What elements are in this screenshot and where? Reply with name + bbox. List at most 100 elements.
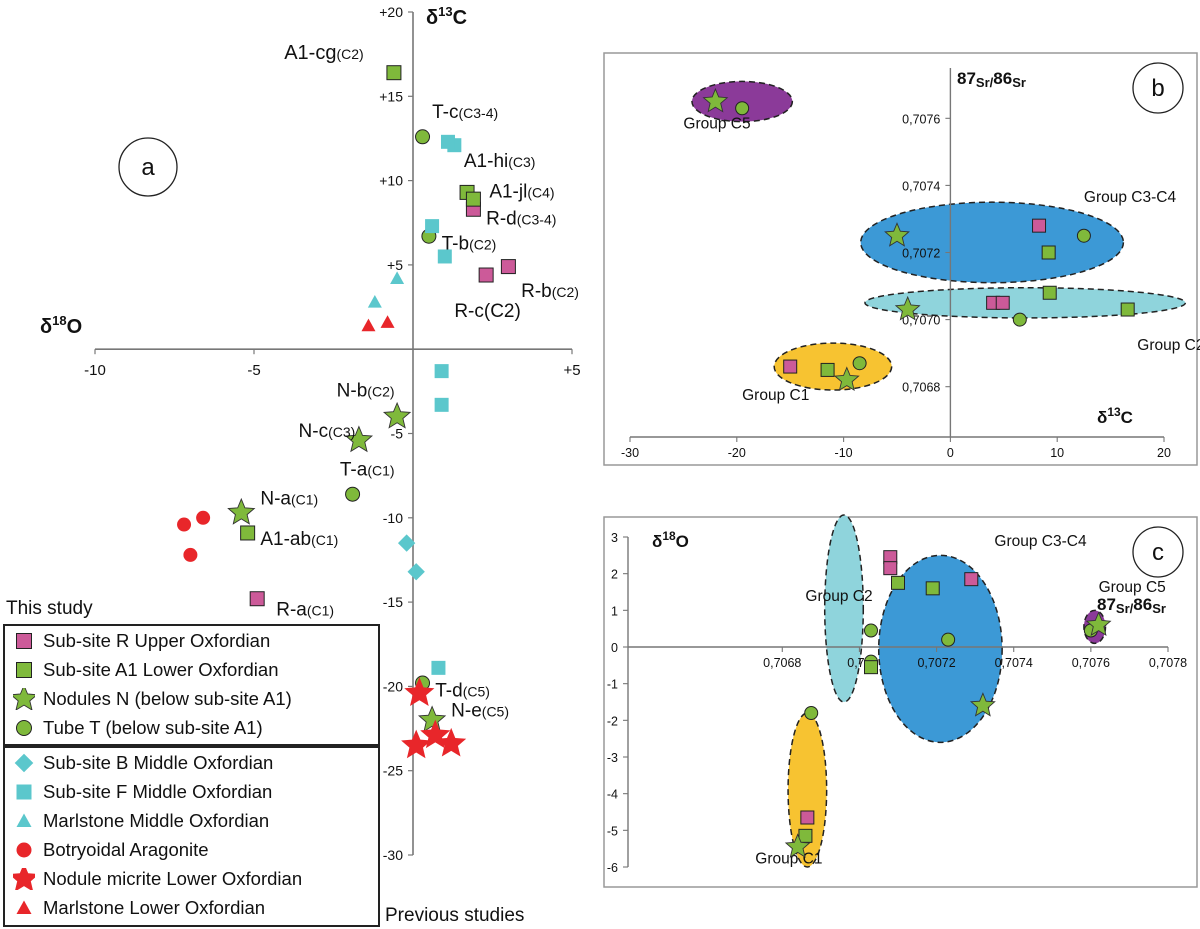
chart-a: -10 -5 +5 +20 +15 +10 +5 -5 -10 -15 -20 -25 -30 δ18O δ… — [40, 4, 581, 926]
point-a-BA — [183, 547, 198, 562]
x-tick-label-c: 0,7076 — [1072, 656, 1110, 670]
y-tick-label-a: -5 — [391, 426, 404, 442]
point-a-NM — [436, 727, 467, 757]
point-c — [798, 828, 813, 843]
y-tick-label-c: -1 — [607, 678, 618, 692]
y-tick-label-a: +5 — [387, 257, 403, 273]
previous-studies-label: Previous studies — [385, 905, 524, 926]
y-tick-label-a: -30 — [383, 847, 403, 863]
y-tick-label-a: +20 — [379, 4, 403, 20]
point-b — [852, 356, 867, 371]
x-tick-label-b: 20 — [1157, 446, 1171, 460]
point-label-a: N-c(C3) — [299, 421, 356, 442]
x-tick-label-a: -10 — [84, 362, 106, 379]
legend-swatch — [16, 719, 32, 736]
legend-item: Sub-site F Middle Oxfordian — [5, 777, 378, 806]
x-tick-label-a: -5 — [247, 362, 260, 379]
point-label-a: N-a(C1) — [260, 488, 318, 509]
point-c — [784, 833, 811, 858]
point-a-F — [434, 397, 449, 412]
x-tick-label-c: 0,7072 — [917, 656, 955, 670]
y-tick-label-c: 0 — [611, 641, 618, 655]
legend-swatch — [13, 687, 35, 710]
point-a-A1 — [465, 191, 481, 207]
legend-label: Sub-site B Middle Oxfordian — [43, 751, 274, 773]
legend-marker — [16, 900, 32, 914]
group-label-b: Group C5 — [683, 115, 750, 132]
point-b — [833, 366, 860, 391]
point-a-A1 — [240, 525, 256, 541]
y-tick-label-b: 0,7072 — [902, 247, 940, 261]
point-a-ML-L — [380, 315, 395, 328]
point-label-a: T-c(C3-4) — [432, 102, 498, 123]
x-axis-title-c: 87Sr/86Sr — [1097, 595, 1166, 616]
x-tick-label-b: -10 — [835, 446, 853, 460]
legend-previous-studies: Sub-site B Middle Oxfordian Sub-site F Mi… — [3, 746, 380, 927]
point-c — [800, 810, 815, 825]
x-tick-label-c: 0,7074 — [995, 656, 1033, 670]
point-b — [995, 295, 1010, 310]
y-tick-label-a: +10 — [379, 173, 403, 189]
x-axis-title-b: δ13C — [1097, 405, 1133, 427]
point-a-R — [478, 267, 494, 283]
group-label-b: Group C1 — [742, 387, 809, 404]
legend-marker — [13, 687, 35, 710]
point-a-B — [397, 534, 416, 552]
point-a-N — [344, 425, 374, 453]
point-a-A1 — [386, 65, 402, 81]
point-c — [864, 623, 878, 638]
legend-marker — [16, 842, 32, 857]
legend-marker — [13, 867, 35, 890]
point-label-a: A1-ab(C1) — [260, 529, 338, 550]
y-axis-title-c: δ18O — [652, 529, 689, 551]
y-tick-label-c: -4 — [607, 788, 618, 802]
group-ellipse-b — [859, 201, 1125, 284]
point-label-a: T-a(C1) — [340, 460, 395, 481]
point-a-N — [417, 705, 447, 733]
legend-label: Tube T (below sub-site A1) — [43, 716, 263, 738]
legend-item: Nodule micrite Lower Oxfordian — [5, 864, 378, 893]
x-tick-label-b: 10 — [1050, 446, 1064, 460]
point-a-NM — [404, 677, 435, 706]
point-a-F — [440, 134, 455, 149]
y-tick-label-b: 0,7076 — [902, 112, 940, 126]
panel-label-a-text: a — [141, 154, 155, 181]
group-label-c: Group C5 — [1099, 579, 1166, 596]
y-tick-label-c: -5 — [607, 824, 618, 838]
panel-label-c-text: c — [1152, 539, 1164, 566]
point-a-F — [425, 219, 440, 234]
y-tick-label-c: 2 — [611, 568, 618, 582]
x-tick-label-b: -30 — [621, 446, 639, 460]
legend-swatch — [16, 784, 32, 799]
point-a-BA — [196, 510, 211, 525]
point-a-T — [345, 486, 361, 502]
x-tick-label-b: -20 — [728, 446, 746, 460]
point-b — [820, 362, 835, 377]
y-tick-label-b: 0,7074 — [902, 179, 940, 193]
y-tick-label-a: -15 — [383, 594, 403, 610]
point-a-B — [407, 563, 425, 581]
x-tick-label-c: 0,7078 — [1149, 656, 1187, 670]
y-axis-title-a: δ13C — [426, 4, 467, 29]
legend-this-study: Sub-site R Upper Oxfordian Sub-site A1 Lo… — [3, 624, 380, 746]
legend-item: Botryoidal Aragonite — [5, 835, 378, 864]
point-label-a: N-b(C2) — [337, 380, 395, 401]
point-b — [735, 101, 750, 116]
point-label-a: R-d(C3-4) — [486, 208, 556, 229]
point-a-ML-M — [367, 294, 382, 308]
y-tick-label-c: -2 — [607, 714, 618, 728]
point-a-R — [500, 259, 516, 275]
legend-item: Sub-site B Middle Oxfordian — [5, 748, 378, 777]
point-label-a: A1-hi(C3) — [464, 151, 536, 172]
point-a-NM — [401, 729, 432, 759]
point-b — [884, 222, 910, 247]
point-a-BA — [177, 517, 192, 532]
point-label-a: N-e(C5) — [451, 701, 509, 722]
point-b — [1032, 218, 1047, 233]
legend-item: Marlstone Middle Oxfordian — [5, 806, 378, 835]
legend-item: Marlstone Lower Oxfordian — [5, 893, 378, 922]
group-label-b: Group C3-C4 — [1084, 189, 1177, 206]
point-label-a: R-c(C2) — [454, 301, 520, 322]
point-b — [1041, 245, 1056, 260]
point-c — [883, 561, 898, 576]
